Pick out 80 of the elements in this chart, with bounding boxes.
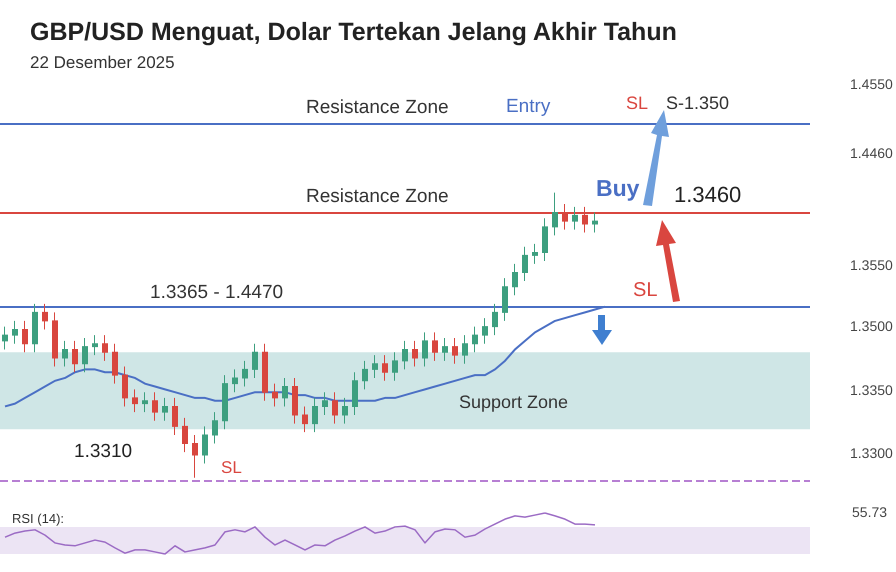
candlestick: [302, 406, 308, 433]
candlestick: [362, 360, 368, 390]
candlestick: [372, 354, 378, 378]
text: SL: [626, 93, 648, 113]
candlestick: [532, 243, 538, 264]
candlestick: [182, 417, 188, 453]
text: 1.4460: [850, 145, 893, 161]
candlestick: [72, 340, 78, 373]
candlestick: [482, 318, 488, 344]
text: 1.3550: [850, 257, 893, 273]
candlestick: [152, 392, 158, 422]
candlestick: [522, 246, 528, 282]
text: 1.3350: [850, 382, 893, 398]
text: S-1.350: [666, 93, 730, 113]
candlestick: [92, 334, 98, 356]
candlestick: [22, 320, 28, 353]
candlestick: [252, 343, 258, 378]
candlestick: [312, 397, 318, 433]
text: 1.3300: [850, 445, 893, 461]
candlestick: [392, 352, 398, 382]
ref-line-label: Resistance Zone: [306, 186, 449, 207]
candlestick: [232, 368, 238, 393]
text: 1.4550: [850, 76, 893, 92]
candlestick: [102, 334, 108, 362]
candlestick: [82, 338, 88, 373]
candlestick: [142, 392, 148, 413]
chart-title: GBP/USD Menguat, Dolar Tertekan Jelang Akhir Tahun: [30, 18, 677, 46]
candlestick: [12, 320, 18, 344]
candlestick: [272, 383, 278, 407]
candlestick: [202, 426, 208, 464]
candlestick: [192, 434, 198, 478]
text: 55.73: [852, 504, 888, 520]
candlestick: [172, 397, 178, 436]
text: Entry: [506, 96, 550, 117]
text: 1.3500: [850, 318, 893, 334]
candlestick: [462, 334, 468, 364]
candlestick: [472, 326, 478, 353]
candlestick: [412, 340, 418, 368]
candlestick: [342, 397, 348, 424]
band-label: Support Zone: [459, 392, 568, 412]
candlestick: [452, 338, 458, 364]
candlestick: [112, 343, 118, 384]
candlestick: [322, 392, 328, 416]
candlestick: [2, 326, 8, 350]
candlestick: [352, 372, 358, 416]
candlestick: [162, 397, 168, 422]
candlestick: [132, 388, 138, 413]
candlestick: [282, 377, 288, 407]
annotation: SL: [633, 279, 658, 301]
candlestick: [592, 212, 598, 234]
candlestick: [52, 312, 58, 368]
candlestick: [42, 303, 48, 330]
candlestick: [222, 374, 228, 430]
candlestick: [382, 354, 388, 382]
chart-title: RSI (14):: [12, 511, 64, 526]
candlestick: [292, 377, 298, 424]
candlestick: [422, 332, 428, 368]
candlestick: [512, 263, 518, 296]
candlestick: [32, 303, 38, 353]
candlestick: [442, 338, 448, 362]
annotation: 1.3460: [674, 182, 742, 207]
candlestick: [432, 332, 438, 362]
candlestick: [212, 412, 218, 444]
candlestick: [502, 278, 508, 322]
chart-subtitle: 22 Desember 2025: [30, 53, 175, 72]
annotation: 1.3365 - 1.4470: [150, 282, 284, 303]
candlestick: [572, 206, 578, 230]
ref-line-label: Resistance Zone: [306, 97, 449, 118]
candlestick: [262, 343, 268, 402]
ref-line-label: SL: [221, 458, 242, 477]
candlestick: [492, 303, 498, 336]
candlestick: [402, 340, 408, 370]
candlestick: [62, 340, 68, 368]
candlestick: [542, 218, 548, 262]
candlestick: [332, 392, 338, 424]
annotation: 1.3310: [74, 441, 132, 462]
candlestick: [552, 192, 558, 236]
candlestick: [122, 366, 128, 407]
annotation: Buy: [596, 175, 640, 201]
candlestick: [242, 360, 248, 388]
